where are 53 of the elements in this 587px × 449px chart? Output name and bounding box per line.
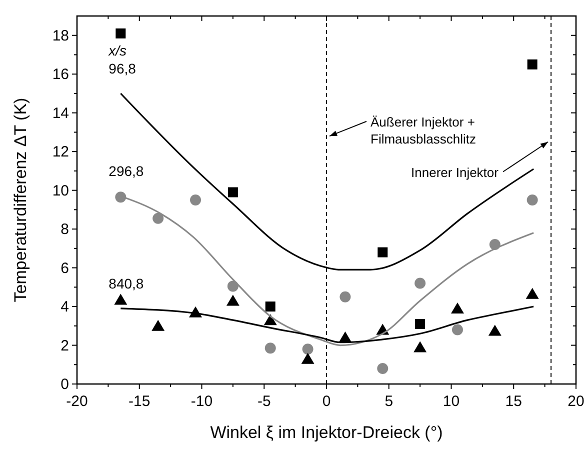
point <box>264 342 276 354</box>
x-axis-title: Winkel ξ im Injektor-Dreieck (°) <box>210 423 443 442</box>
point <box>377 363 388 374</box>
point <box>226 294 240 306</box>
point <box>227 280 238 292</box>
y-tick-label: 8 <box>60 221 69 238</box>
y-tick-label: 2 <box>60 337 69 354</box>
point <box>340 291 351 302</box>
y-axis-title: Temperaturdifferenz ΔT (K) <box>11 98 30 302</box>
point <box>378 247 388 258</box>
y-tick-label: 12 <box>52 144 69 161</box>
y-tick-label: 14 <box>52 104 69 122</box>
x-tick-label: -20 <box>66 393 88 410</box>
point <box>527 59 538 70</box>
point <box>302 344 314 355</box>
point <box>414 278 426 289</box>
point <box>152 212 164 224</box>
annotation: x/s <box>108 42 127 58</box>
y-tick-label: 10 <box>52 182 69 200</box>
y-tick-label: 4 <box>60 298 69 316</box>
x-tick-label: 20 <box>568 393 584 410</box>
point <box>116 28 126 38</box>
point <box>526 288 539 299</box>
point <box>190 194 202 206</box>
y-tick-label: 18 <box>52 27 69 44</box>
y-tick-label: 6 <box>60 260 69 277</box>
point <box>152 320 165 331</box>
point <box>488 324 502 336</box>
x-tick-label: 15 <box>505 393 522 410</box>
series-label: 296,8 <box>108 163 144 180</box>
ref-line-label: Innerer Injektor <box>411 164 500 180</box>
point <box>452 324 463 336</box>
point <box>414 341 427 352</box>
series-label: 840,8 <box>108 275 144 292</box>
point <box>114 294 128 305</box>
y-tick-label: 0 <box>60 376 69 393</box>
x-tick-label: 5 <box>384 393 394 410</box>
x-tick-label: -5 <box>257 393 271 410</box>
point <box>526 194 538 206</box>
x-tick-label: -15 <box>128 393 150 410</box>
point <box>415 318 426 329</box>
series-label: 96,8 <box>108 60 136 76</box>
y-tick-label: 16 <box>52 66 69 84</box>
point <box>450 302 464 314</box>
x-tick-label: 10 <box>442 393 460 410</box>
x-tick-label: 0 <box>322 393 331 410</box>
point <box>115 192 126 203</box>
point <box>265 302 276 312</box>
x-tick-label: -10 <box>190 393 213 410</box>
ref-line-label: Äußerer Injektor + Filmausblasschlitz <box>370 114 476 146</box>
point <box>228 187 238 198</box>
point <box>264 314 277 326</box>
point <box>301 352 314 364</box>
